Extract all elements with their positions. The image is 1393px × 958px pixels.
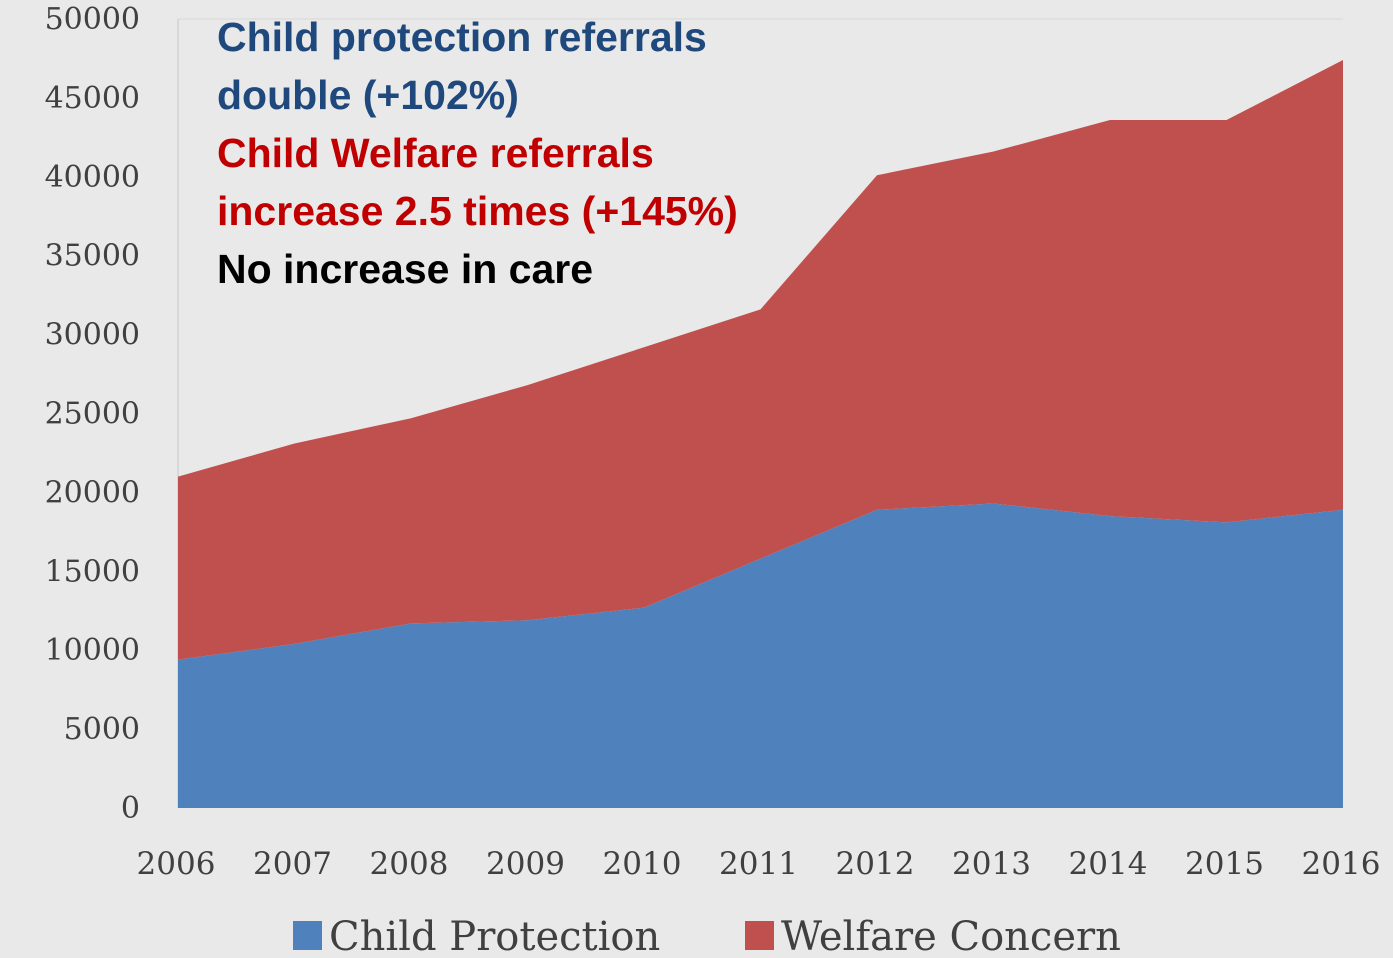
y-tick-label: 40000 bbox=[45, 160, 140, 195]
y-tick-label: 45000 bbox=[45, 81, 140, 116]
area-child-protection bbox=[178, 503, 1343, 808]
x-tick-label: 2012 bbox=[836, 846, 915, 882]
annotation-line: increase 2.5 times (+145%) bbox=[217, 188, 738, 234]
x-tick-label: 2007 bbox=[253, 846, 332, 882]
area-series-group bbox=[178, 60, 1343, 808]
y-tick-label: 10000 bbox=[45, 633, 140, 668]
x-tick-label: 2010 bbox=[603, 846, 682, 882]
annotation-line: No increase in care bbox=[217, 246, 594, 292]
x-tick-label: 2014 bbox=[1069, 846, 1148, 882]
legend-swatch bbox=[745, 921, 774, 950]
x-tick-label: 2009 bbox=[486, 846, 565, 882]
y-tick-label: 25000 bbox=[45, 397, 140, 432]
x-tick-label: 2013 bbox=[952, 846, 1031, 882]
x-tick-label: 2006 bbox=[137, 846, 216, 882]
y-tick-label: 50000 bbox=[45, 2, 140, 37]
annotation-line: double (+102%) bbox=[217, 72, 519, 118]
annotation-line: Child Welfare referrals bbox=[217, 130, 654, 176]
legend-swatch bbox=[293, 921, 322, 950]
x-tick-label: 2016 bbox=[1302, 846, 1381, 882]
y-tick-label: 0 bbox=[121, 791, 140, 826]
x-axis: 2006 2007 2008 2009 2010 2011 2012 2013 2014 2015… bbox=[137, 846, 1381, 882]
y-tick-label: 35000 bbox=[45, 239, 140, 274]
x-tick-label: 2015 bbox=[1185, 846, 1264, 882]
x-tick-label: 2008 bbox=[370, 846, 449, 882]
legend-label: Child Protection bbox=[329, 914, 660, 958]
x-tick-label: 2011 bbox=[719, 846, 798, 882]
annotation-line: Child protection referrals bbox=[217, 14, 707, 60]
y-tick-label: 5000 bbox=[64, 712, 140, 747]
legend-item: Welfare Concern bbox=[745, 914, 1121, 958]
legend-label: Welfare Concern bbox=[781, 914, 1121, 958]
y-tick-label: 15000 bbox=[45, 554, 140, 589]
y-tick-label: 20000 bbox=[45, 475, 140, 510]
legend: Child Protection Welfare Concern bbox=[293, 914, 1121, 958]
legend-item: Child Protection bbox=[293, 914, 660, 958]
chart-annotations: Child protection referrals double (+102%… bbox=[217, 8, 738, 298]
y-tick-label: 30000 bbox=[45, 318, 140, 353]
area-welfare-concern bbox=[178, 60, 1343, 660]
y-axis: 0 5000 10000 15000 20000 25000 30000 35000 40000… bbox=[45, 2, 1343, 826]
